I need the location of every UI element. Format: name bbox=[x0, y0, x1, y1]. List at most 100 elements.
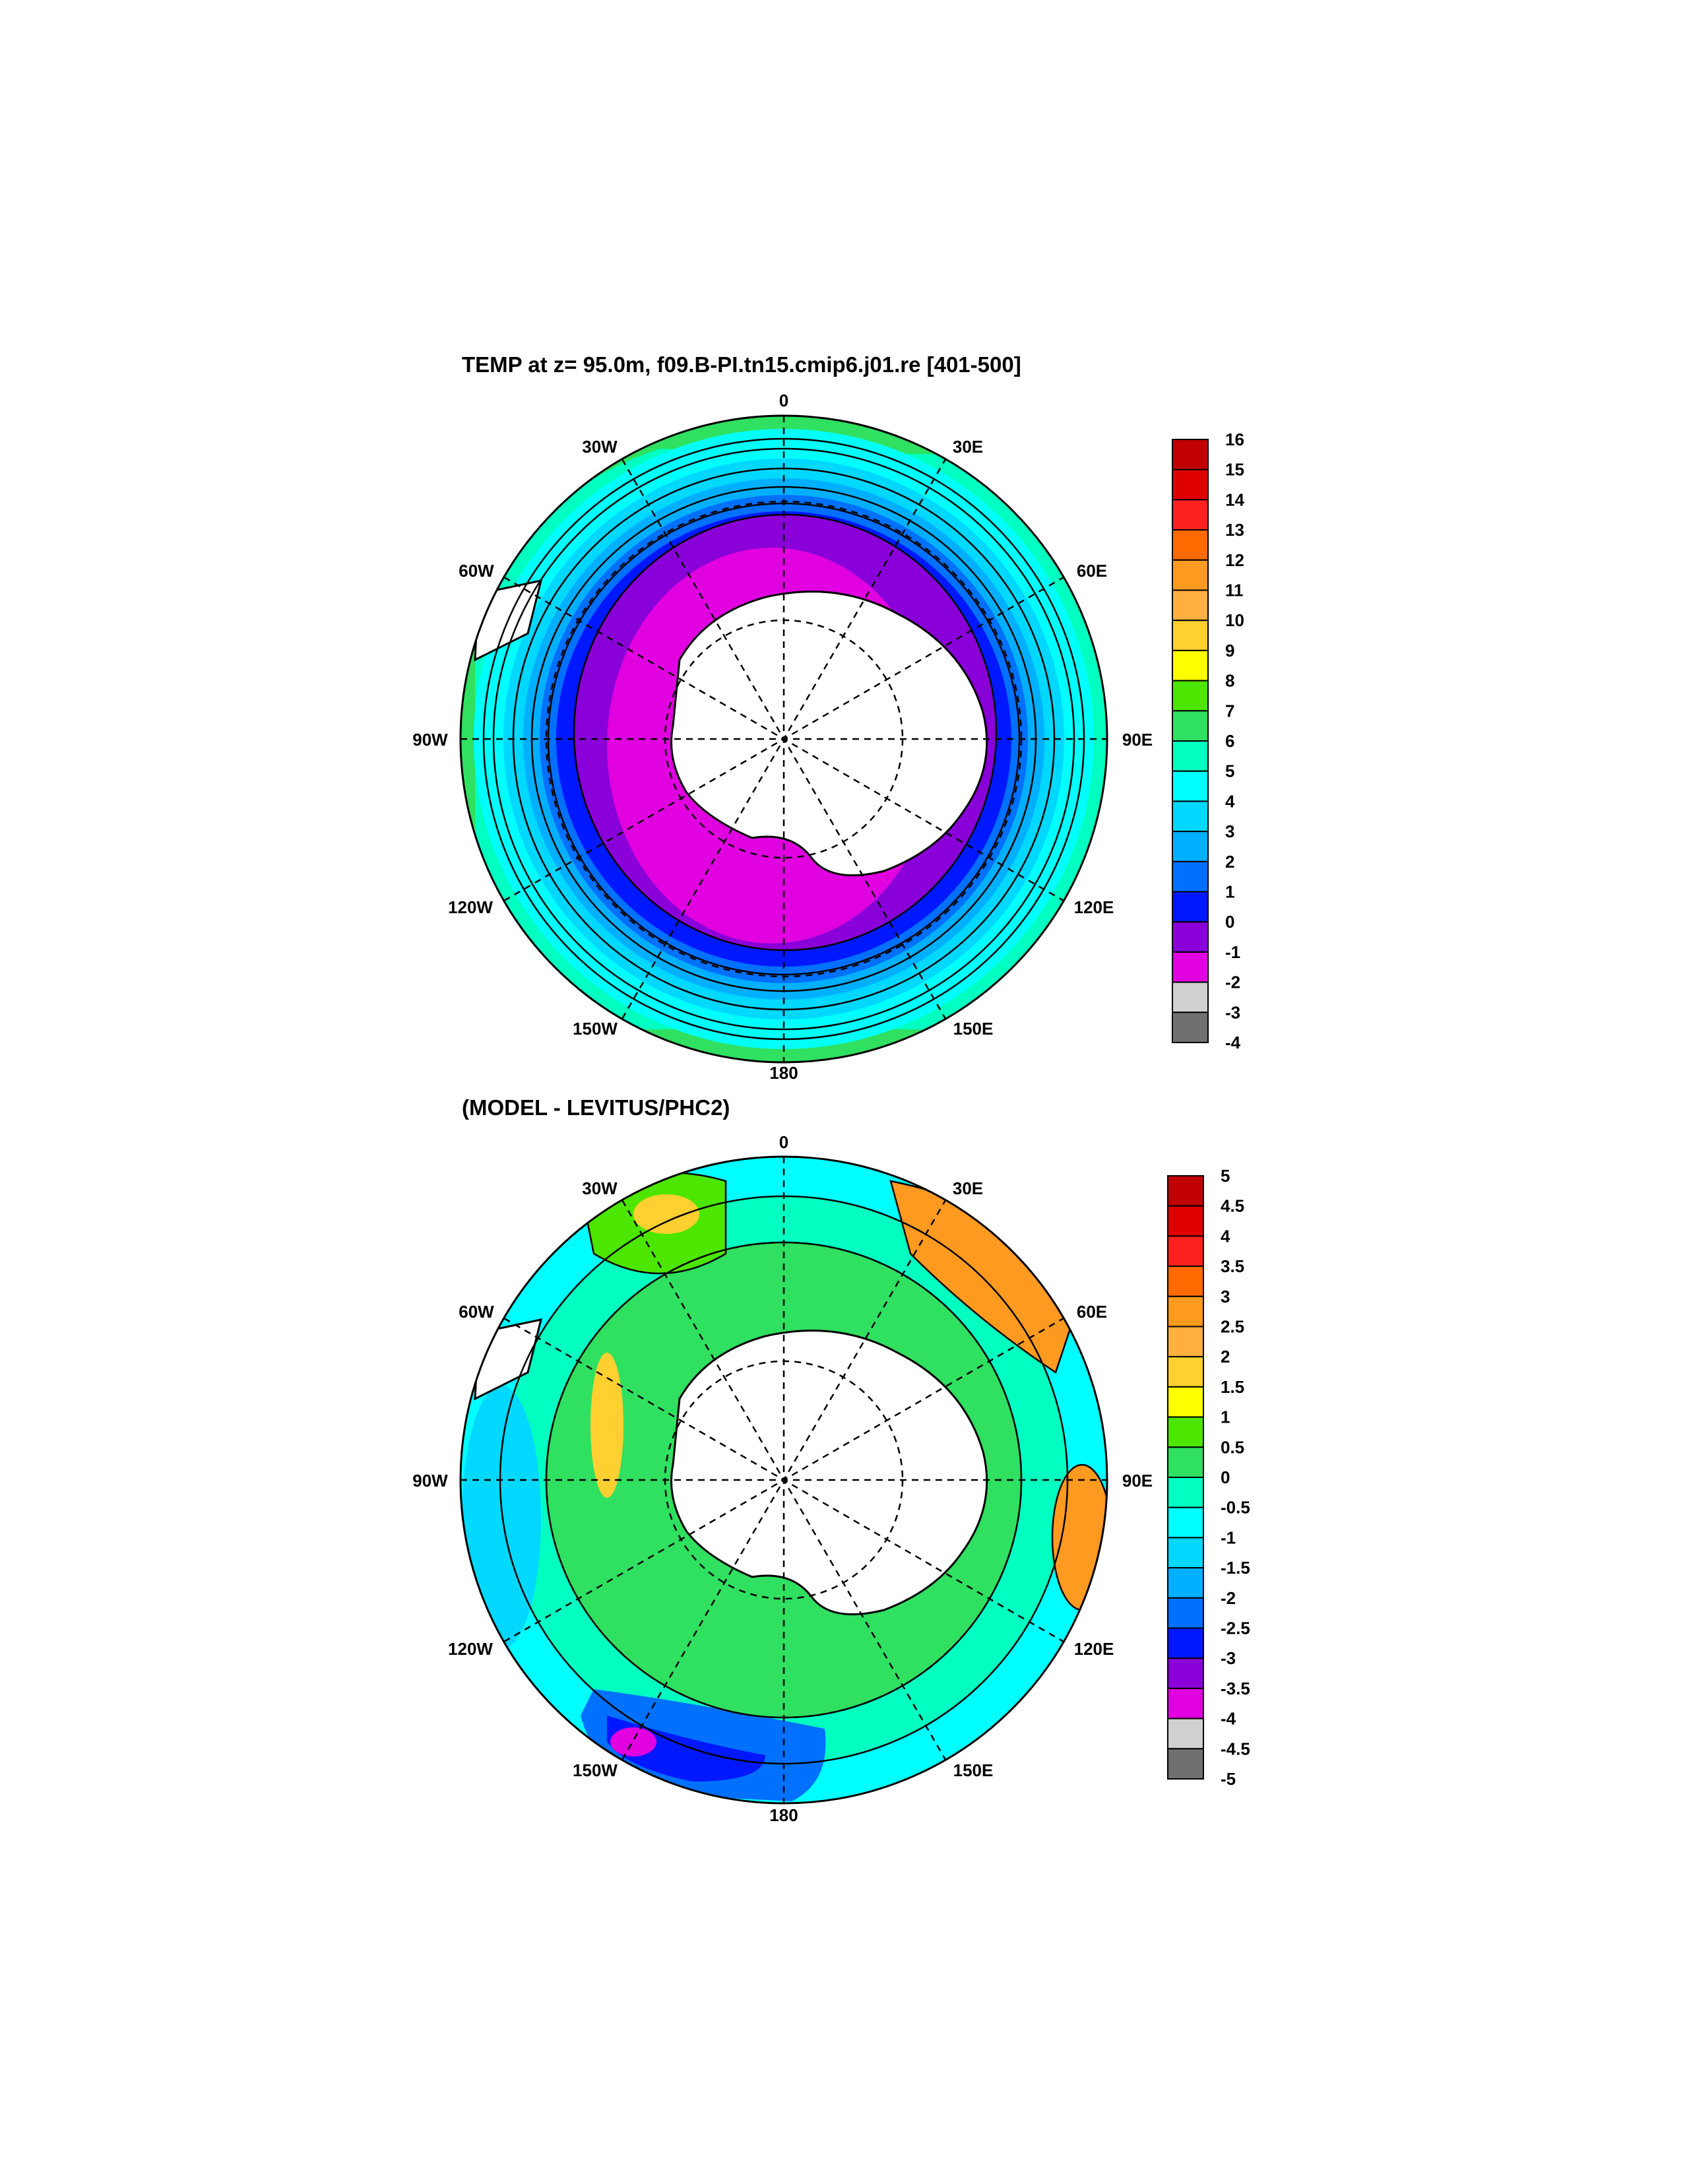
bottom-map-boundary bbox=[459, 1155, 1108, 1805]
top-colorbar-label: -4 bbox=[1225, 1033, 1241, 1052]
bottom-colorbar-label: -3 bbox=[1221, 1648, 1236, 1668]
top-colorbar-swatch bbox=[1172, 951, 1209, 983]
top-colorbar-label: 7 bbox=[1225, 701, 1234, 721]
top-colorbar-swatch bbox=[1172, 680, 1209, 712]
top-colorbar-swatch bbox=[1172, 770, 1209, 802]
bottom-lon-90E: 90E bbox=[1122, 1471, 1153, 1491]
top-colorbar-swatch bbox=[1172, 800, 1209, 833]
bottom-colorbar-label: -3.5 bbox=[1221, 1679, 1250, 1698]
bottom-colorbar-label: -0.5 bbox=[1221, 1498, 1250, 1518]
bottom-lon-120W: 120W bbox=[448, 1639, 493, 1659]
bottom-colorbar-swatch bbox=[1167, 1718, 1204, 1750]
bottom-colorbar-label: 5 bbox=[1221, 1166, 1230, 1186]
bottom-lon-30W: 30W bbox=[582, 1178, 618, 1198]
top-colorbar-swatch bbox=[1172, 710, 1209, 742]
bottom-colorbar-swatch bbox=[1167, 1175, 1204, 1207]
bottom-lon-30E: 30E bbox=[953, 1178, 983, 1198]
bottom-map bbox=[461, 1157, 1107, 1803]
top-map-boundary bbox=[459, 414, 1108, 1064]
bottom-colorbar-label: 0.5 bbox=[1221, 1437, 1244, 1457]
top-colorbar-swatch bbox=[1172, 468, 1209, 501]
top-colorbar-label: 9 bbox=[1225, 641, 1234, 660]
top-colorbar-label: 2 bbox=[1225, 852, 1234, 872]
top-antarctica bbox=[670, 591, 988, 877]
bottom-colorbar-swatch bbox=[1167, 1537, 1204, 1569]
bottom-colorbar-label: -4 bbox=[1221, 1709, 1236, 1729]
bottom-colorbar-label: -2 bbox=[1221, 1588, 1236, 1608]
bottom-colorbar-swatch bbox=[1167, 1627, 1204, 1659]
top-colorbar-swatch bbox=[1172, 831, 1209, 862]
top-lon-60W: 60W bbox=[459, 561, 494, 581]
bottom-graticule bbox=[461, 1157, 1107, 1803]
bottom-colorbar-label: 2 bbox=[1221, 1347, 1230, 1366]
top-panel: TEMP at z= 95.0m, f09.B-PI.tn15.cmip6.j0… bbox=[412, 352, 1244, 1083]
bottom-colorbar-swatch bbox=[1167, 1687, 1204, 1719]
top-lon-120E: 120E bbox=[1074, 897, 1114, 917]
top-lon-60E: 60E bbox=[1077, 561, 1107, 581]
top-colorbar-label: 3 bbox=[1225, 821, 1234, 841]
top-colorbar-label: 4 bbox=[1225, 791, 1235, 811]
top-colorbar-swatch bbox=[1172, 499, 1209, 531]
top-colorbar-label: 0 bbox=[1225, 912, 1234, 932]
bottom-lon-150W: 150W bbox=[573, 1760, 618, 1780]
top-colorbar-label: 15 bbox=[1225, 460, 1244, 480]
top-colorbar-swatch bbox=[1172, 981, 1209, 1013]
bottom-lon-150E: 150E bbox=[953, 1760, 994, 1780]
top-colorbar-swatch bbox=[1172, 589, 1209, 622]
bottom-lon-180: 180 bbox=[769, 1805, 798, 1825]
bottom-colorbar-swatch bbox=[1167, 1235, 1204, 1268]
bottom-lon-120E: 120E bbox=[1074, 1639, 1114, 1659]
top-colorbar-swatch bbox=[1172, 740, 1209, 772]
bottom-lon-90W: 90W bbox=[412, 1471, 448, 1491]
bottom-colorbar-swatch bbox=[1167, 1446, 1204, 1479]
bottom-colorbar-swatch bbox=[1167, 1477, 1204, 1508]
bottom-lon-60E: 60E bbox=[1077, 1302, 1107, 1322]
bottom-colorbar-label: 1.5 bbox=[1221, 1377, 1244, 1397]
bottom-colorbar-label: 4 bbox=[1221, 1226, 1230, 1246]
top-colorbar-label: 16 bbox=[1225, 430, 1244, 449]
bottom-lon-0: 0 bbox=[779, 1132, 788, 1152]
top-colorbar-label: 10 bbox=[1225, 610, 1244, 630]
bottom-colorbar-label: -2.5 bbox=[1221, 1619, 1250, 1638]
top-colorbar-label: 6 bbox=[1225, 731, 1234, 751]
top-colorbar-label: 5 bbox=[1225, 761, 1234, 781]
bottom-antarctica bbox=[670, 1330, 988, 1616]
bottom-colorbar-swatch bbox=[1167, 1597, 1204, 1629]
bottom-panel-title: (MODEL - LEVITUS/PHC2) bbox=[462, 1095, 730, 1120]
bottom-colorbar-label: 3.5 bbox=[1221, 1256, 1244, 1276]
top-colorbar-swatch bbox=[1172, 860, 1209, 893]
bottom-colorbar-swatch bbox=[1167, 1386, 1204, 1418]
bottom-colorbar-label: 3 bbox=[1221, 1287, 1230, 1306]
bottom-colorbar-swatch bbox=[1167, 1748, 1204, 1780]
bottom-colorbar-swatch bbox=[1167, 1657, 1204, 1689]
bottom-colorbar-label: -1.5 bbox=[1221, 1558, 1250, 1578]
top-colorbar-label: 11 bbox=[1225, 581, 1244, 600]
top-colorbar-label: 12 bbox=[1225, 550, 1244, 570]
bottom-patch-warm-nw bbox=[633, 1194, 699, 1234]
bottom-colorbar-label: -4.5 bbox=[1221, 1739, 1250, 1758]
bottom-patch-cool-w bbox=[462, 1386, 541, 1650]
top-colorbar-label: 13 bbox=[1225, 520, 1244, 540]
top-colorbar-swatch bbox=[1172, 529, 1209, 561]
top-colorbar-label: 14 bbox=[1225, 490, 1244, 509]
top-colorbar-label: -1 bbox=[1225, 942, 1240, 962]
bottom-colorbar-swatch bbox=[1167, 1356, 1204, 1388]
bottom-patch-warm-w bbox=[590, 1353, 623, 1498]
bottom-colorbar-swatch bbox=[1167, 1567, 1204, 1599]
top-lon-30E: 30E bbox=[953, 437, 983, 457]
bottom-colorbar-swatch bbox=[1167, 1295, 1204, 1328]
bottom-colorbar: 5 4.5 4 3.5 3 2.5 2 1.5 1 0.5 0 -0.5 -1 -1.5 -2 -2.5 -3 -… bbox=[1167, 1166, 1250, 1789]
top-lon-90W: 90W bbox=[412, 730, 448, 750]
bottom-colorbar-swatch bbox=[1167, 1266, 1204, 1297]
bottom-colorbar-swatch bbox=[1167, 1326, 1204, 1358]
top-colorbar-swatch bbox=[1172, 649, 1209, 682]
bottom-colorbar-label: 4.5 bbox=[1221, 1196, 1244, 1216]
bottom-patch-warm-ne bbox=[891, 1181, 1082, 1372]
top-colorbar-label: 8 bbox=[1225, 671, 1234, 691]
bottom-colorbar-swatch bbox=[1167, 1205, 1204, 1237]
top-lon-150W: 150W bbox=[573, 1019, 618, 1039]
top-map bbox=[461, 416, 1107, 1062]
bottom-colorbar-label: 0 bbox=[1221, 1467, 1230, 1487]
